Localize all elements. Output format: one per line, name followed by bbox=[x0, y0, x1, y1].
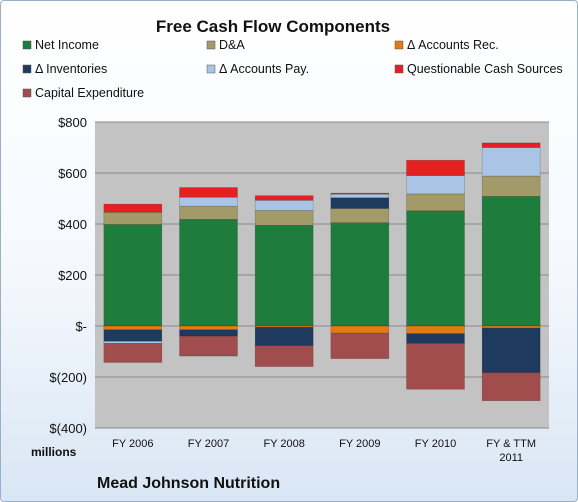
bars bbox=[103, 142, 541, 402]
bar-segment bbox=[330, 193, 390, 199]
bar-segment bbox=[406, 333, 465, 344]
x-tick-label: FY 2009 bbox=[339, 438, 380, 450]
legend-swatch bbox=[394, 64, 404, 74]
bar-segment bbox=[179, 187, 238, 198]
bar-segment bbox=[330, 325, 390, 334]
bar-segment bbox=[406, 193, 465, 212]
bar-segment bbox=[406, 325, 465, 334]
bar-segment bbox=[406, 343, 465, 390]
x-tick-label: FY 2007 bbox=[188, 438, 229, 450]
y-tick-label: $400 bbox=[58, 217, 87, 232]
bar-segment bbox=[330, 222, 390, 327]
y-tick-label: $600 bbox=[58, 166, 87, 181]
bar-segment bbox=[254, 345, 314, 367]
bar-segment bbox=[481, 372, 541, 402]
bar-segment bbox=[406, 210, 465, 327]
bar-segment bbox=[330, 197, 390, 209]
x-axis-ticks: FY 2006 FY 2007 FY 2008 FY 2009 FY 2010 FY & … bbox=[112, 438, 536, 464]
bar-segment bbox=[179, 196, 238, 207]
chart-legend: Net Income D&A Δ Accounts Rec. Δ Inventorie… bbox=[22, 38, 563, 100]
bar-segment bbox=[103, 325, 163, 331]
legend-label: Net Income bbox=[35, 38, 99, 52]
units-label: millions bbox=[31, 445, 77, 459]
bar-segment bbox=[254, 199, 314, 211]
legend-swatch bbox=[22, 88, 32, 98]
bar-segment bbox=[179, 219, 238, 327]
legend-swatch bbox=[206, 64, 216, 74]
y-axis-ticks: $800 $600 $400 $200 $- $(200) $(400) bbox=[49, 115, 87, 436]
chart-title: Free Cash Flow Components bbox=[156, 17, 390, 36]
bar-segment bbox=[481, 147, 541, 177]
y-tick-label: $(400) bbox=[49, 421, 87, 436]
bar-segment bbox=[406, 175, 465, 195]
bar-segment bbox=[179, 335, 238, 357]
legend-swatch bbox=[206, 40, 216, 50]
legend-label: D&A bbox=[219, 38, 245, 52]
bar-segment bbox=[481, 327, 541, 373]
legend-swatch bbox=[22, 64, 32, 74]
x-tick-label: 2011 bbox=[499, 452, 523, 464]
y-tick-label: $200 bbox=[58, 268, 87, 283]
bar-segment bbox=[103, 343, 163, 363]
x-tick-label: FY & TTM bbox=[486, 438, 536, 450]
x-tick-label: FY 2006 bbox=[112, 438, 153, 450]
bar-segment bbox=[103, 340, 163, 344]
gridlines bbox=[95, 121, 549, 429]
bar-segment bbox=[254, 210, 314, 226]
bar-segment bbox=[330, 192, 390, 195]
bar-segment bbox=[481, 196, 541, 327]
bar-segment bbox=[330, 208, 390, 224]
bar-segment bbox=[481, 325, 541, 329]
company-label: Mead Johnson Nutrition bbox=[97, 475, 280, 492]
y-tick-label: $- bbox=[75, 319, 87, 334]
bar-segment bbox=[179, 205, 238, 220]
bar-segment bbox=[103, 203, 163, 213]
legend-label: Δ Accounts Rec. bbox=[407, 38, 499, 52]
legend-label: Capital Expenditure bbox=[35, 86, 144, 100]
bar-segment bbox=[103, 211, 163, 225]
bar-segment bbox=[254, 195, 314, 201]
bar-segment bbox=[481, 175, 541, 197]
legend-label: Δ Accounts Pay. bbox=[219, 62, 309, 76]
bar-segment bbox=[406, 159, 465, 176]
bar-segment bbox=[103, 329, 163, 342]
legend-label: Δ Inventories bbox=[35, 62, 107, 76]
legend-label: Questionable Cash Sources bbox=[407, 62, 563, 76]
x-tick-label: FY 2010 bbox=[415, 438, 456, 450]
y-tick-label: $(200) bbox=[49, 370, 87, 385]
legend-swatch bbox=[22, 40, 32, 50]
bar-segment bbox=[179, 325, 238, 331]
bar-segment bbox=[179, 329, 238, 337]
x-tick-label: FY 2008 bbox=[263, 438, 304, 450]
bar-segment bbox=[481, 142, 541, 148]
legend-swatch bbox=[394, 40, 404, 50]
bar-segment bbox=[254, 326, 314, 346]
bar-segment bbox=[330, 332, 390, 359]
bar-segment bbox=[103, 224, 163, 327]
bar-segment bbox=[254, 224, 314, 327]
y-tick-label: $800 bbox=[58, 115, 87, 130]
